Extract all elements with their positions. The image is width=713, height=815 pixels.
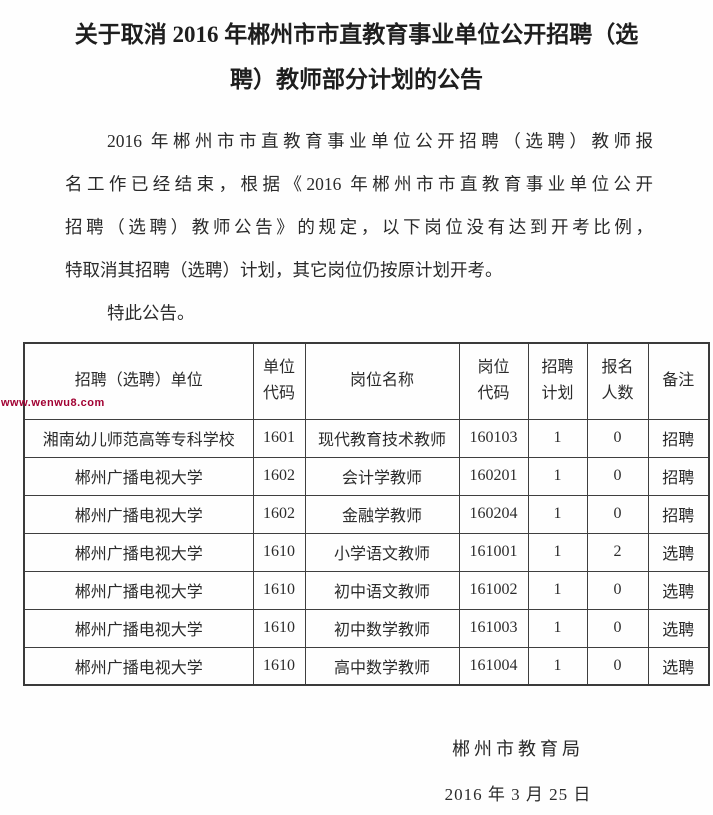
table-row: 郴州广播电视大学 1602 金融学教师 160204 1 0 招聘 <box>23 494 710 534</box>
table-row: 郴州广播电视大学 1602 会计学教师 160201 1 0 招聘 <box>23 456 710 496</box>
table-cell: 郴州广播电视大学 <box>23 608 254 648</box>
table-row: 湘南幼儿师范高等专科学校 1601 现代教育技术教师 160103 1 0 招聘 <box>23 418 710 458</box>
paragraph-line: 特取消其招聘（选聘）计划，其它岗位仍按原计划开考。 <box>65 260 503 280</box>
column-header: 招聘（选聘）单位 <box>23 342 254 420</box>
table-cell: 160201 <box>458 456 529 496</box>
table-cell: 招聘 <box>647 418 710 458</box>
table-cell: 1602 <box>252 494 306 534</box>
table-cell: 1 <box>527 456 588 496</box>
cancelled-positions-table: 招聘（选聘）单位 单位 代码 岗位名称 岗位 代码 招聘 计划 报名 人数 备注 湘南幼儿师… <box>23 342 710 686</box>
document-footer: 郴州市教育局 2016 年 3 月 25 日 <box>378 726 658 815</box>
table-cell: 选聘 <box>647 570 710 610</box>
table-cell: 选聘 <box>647 532 710 572</box>
column-header: 报名 人数 <box>586 342 649 420</box>
table-cell: 选聘 <box>647 646 710 686</box>
table-cell: 1602 <box>252 456 306 496</box>
table-cell: 1610 <box>252 570 306 610</box>
table-header-row: 招聘（选聘）单位 单位 代码 岗位名称 岗位 代码 招聘 计划 报名 人数 备注 <box>23 342 710 420</box>
table-cell: 招聘 <box>647 494 710 534</box>
table-cell: 湘南幼儿师范高等专科学校 <box>23 418 254 458</box>
column-header: 招聘 计划 <box>527 342 588 420</box>
table-cell: 会计学教师 <box>304 456 460 496</box>
table-cell: 160204 <box>458 494 529 534</box>
table-cell: 1 <box>527 532 588 572</box>
table-cell: 选聘 <box>647 608 710 648</box>
issue-date: 2016 年 3 月 25 日 <box>444 785 592 804</box>
table-row: 郴州广播电视大学 1610 小学语文教师 161001 1 2 选聘 <box>23 532 710 572</box>
table-cell: 161002 <box>458 570 529 610</box>
table-body: 湘南幼儿师范高等专科学校 1601 现代教育技术教师 160103 1 0 招聘 郴州广播电视… <box>23 418 710 686</box>
document-body: 2016 年郴州市市直教育事业单位公开招聘（选聘）教师报 名工作已经结束，根据《… <box>65 120 653 335</box>
table-cell: 0 <box>586 570 649 610</box>
table-cell: 高中数学教师 <box>304 646 460 686</box>
table-cell: 0 <box>586 646 649 686</box>
paragraph-line: 2016 年郴州市市直教育事业单位公开招聘（选聘）教师报 <box>107 131 653 151</box>
column-header: 单位 代码 <box>252 342 306 420</box>
document-title: 关于取消 2016 年郴州市市直教育事业单位公开招聘（选 聘）教师部分计划的公告 <box>0 0 713 102</box>
table-cell: 郴州广播电视大学 <box>23 570 254 610</box>
table-cell: 1610 <box>252 608 306 648</box>
table-cell: 初中语文教师 <box>304 570 460 610</box>
table-cell: 0 <box>586 418 649 458</box>
table-row: 郴州广播电视大学 1610 初中语文教师 161002 1 0 选聘 <box>23 570 710 610</box>
table-row: 郴州广播电视大学 1610 高中数学教师 161004 1 0 选聘 <box>23 646 710 686</box>
table-cell: 161003 <box>458 608 529 648</box>
table-cell: 161004 <box>458 646 529 686</box>
paragraph-line: 招聘（选聘）教师公告》的规定，以下岗位没有达到开考比例， <box>65 217 653 237</box>
table-cell: 161001 <box>458 532 529 572</box>
table-cell: 0 <box>586 608 649 648</box>
title-line-2: 聘）教师部分计划的公告 <box>230 67 483 92</box>
table-cell: 0 <box>586 494 649 534</box>
table-cell: 160103 <box>458 418 529 458</box>
table-cell: 招聘 <box>647 456 710 496</box>
table-cell: 1610 <box>252 532 306 572</box>
table-cell: 1 <box>527 494 588 534</box>
table-cell: 初中数学教师 <box>304 608 460 648</box>
title-line-1: 关于取消 2016 年郴州市市直教育事业单位公开招聘（选 <box>74 22 639 47</box>
table-cell: 1 <box>527 418 588 458</box>
table-row: 郴州广播电视大学 1610 初中数学教师 161003 1 0 选聘 <box>23 608 710 648</box>
table-cell: 金融学教师 <box>304 494 460 534</box>
issuing-authority: 郴州市教育局 <box>452 739 584 759</box>
closing-statement: 特此公告。 <box>107 303 195 323</box>
table-cell: 小学语文教师 <box>304 532 460 572</box>
table-cell: 郴州广播电视大学 <box>23 646 254 686</box>
column-header: 岗位名称 <box>304 342 460 420</box>
table-cell: 郴州广播电视大学 <box>23 494 254 534</box>
watermark-text: www.wenwu8.com <box>1 397 105 409</box>
table-cell: 1 <box>527 646 588 686</box>
table-cell: 郴州广播电视大学 <box>23 456 254 496</box>
column-header: 备注 <box>647 342 710 420</box>
table-cell: 1 <box>527 570 588 610</box>
table-cell: 1610 <box>252 646 306 686</box>
table-cell: 1601 <box>252 418 306 458</box>
table-cell: 现代教育技术教师 <box>304 418 460 458</box>
table-cell: 郴州广播电视大学 <box>23 532 254 572</box>
table-cell: 1 <box>527 608 588 648</box>
paragraph-line: 名工作已经结束，根据《2016 年郴州市市直教育事业单位公开 <box>65 174 653 194</box>
table-cell: 2 <box>586 532 649 572</box>
table-cell: 0 <box>586 456 649 496</box>
column-header: 岗位 代码 <box>458 342 529 420</box>
